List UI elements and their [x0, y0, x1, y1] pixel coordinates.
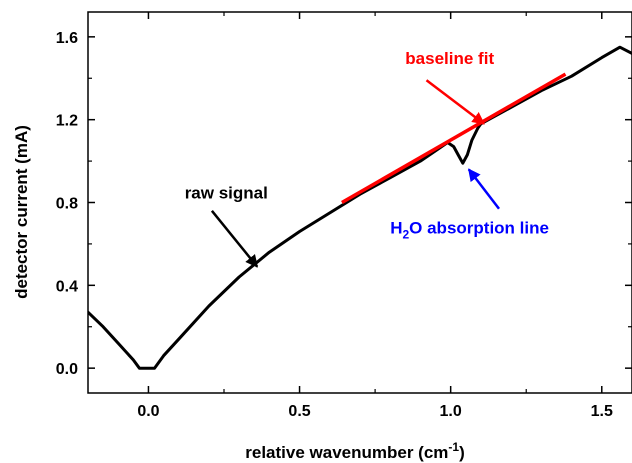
y-axis-label: detector current (mA) — [12, 125, 31, 299]
x-tick-label: 1.5 — [591, 403, 613, 420]
annotations: baseline fit raw signal H2O absorption l… — [185, 49, 549, 268]
annotation-baseline-fit: baseline fit — [405, 49, 494, 68]
x-tick-label: 0.5 — [288, 403, 310, 420]
baseline-fit-line — [341, 72, 567, 205]
y-tick-label: 0.0 — [56, 361, 78, 378]
arrow-baseline-fit — [425, 79, 485, 125]
y-tick-label: 1.6 — [56, 30, 78, 47]
annotation-raw-signal: raw signal — [185, 183, 268, 202]
arrow-h2o-absorption-line — [467, 168, 500, 210]
annotation-h2o-absorption-line: H2O absorption line — [390, 219, 549, 242]
y-tick-label: 0.8 — [56, 196, 78, 213]
arrow-raw-signal — [210, 210, 259, 268]
x-tick-label: 0.0 — [137, 403, 159, 420]
x-axis-label: relative wavenumber (cm-1) — [245, 440, 465, 462]
y-tick-label: 0.4 — [56, 278, 78, 295]
x-tick-label: 1.0 — [440, 403, 462, 420]
plot-frame — [87, 11, 632, 394]
raw-signal-line — [88, 45, 632, 370]
y-tick-label: 1.2 — [56, 113, 78, 130]
axis-ticks: 0.0 0.5 1.0 1.5 0.0 0.4 0.8 1.2 1.6 — [56, 12, 632, 420]
